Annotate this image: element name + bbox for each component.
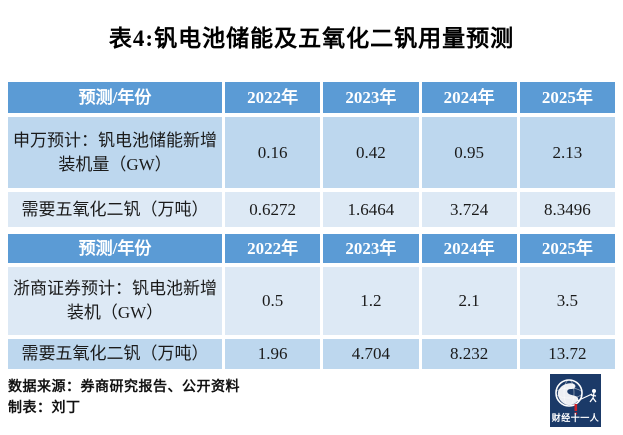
forecast-table-shenwan: 预测/年份 2022年 2023年 2024年 2025年 申万预计：钒电池储能… — [8, 82, 615, 227]
value-cell: 3.724 — [421, 192, 517, 227]
page-title: 表4:钒电池储能及五氧化二钒用量预测 — [108, 26, 515, 51]
row-label: 需要五氧化二钒（万吨） — [8, 339, 222, 369]
column-header: 2023年 — [323, 234, 419, 263]
value-cell: 0.6272 — [225, 192, 321, 227]
data-source-note: 数据来源：券商研究报告、公开资料 — [8, 380, 240, 395]
row-label: 浙商证券预计：钒电池新增装机（GW） — [8, 267, 222, 335]
table-row: 申万预计：钒电池储能新增装机量（GW） 0.16 0.42 0.95 2.13 — [8, 117, 615, 188]
forecast-table-zheshang: 预测/年份 2022年 2023年 2024年 2025年 浙商证券预计：钒电池… — [8, 234, 615, 369]
value-cell: 13.72 — [519, 339, 615, 369]
column-header: 2024年 — [421, 234, 517, 263]
column-header: 2022年 — [225, 82, 321, 113]
column-header: 预测/年份 — [8, 82, 222, 113]
table-row: 需要五氧化二钒（万吨） 0.6272 1.6464 3.724 8.3496 — [8, 192, 615, 227]
value-cell: 1.6464 — [323, 192, 419, 227]
value-cell: 2.1 — [421, 267, 517, 335]
table-header-row: 预测/年份 2022年 2023年 2024年 2025年 — [8, 234, 615, 263]
value-cell: 4.704 — [323, 339, 419, 369]
column-header: 2023年 — [323, 82, 419, 113]
column-header: 2024年 — [421, 82, 517, 113]
column-header: 2025年 — [519, 82, 615, 113]
value-cell: 3.5 — [519, 267, 615, 335]
footer-notes: 数据来源：券商研究报告、公开资料 制表：刘丁 — [8, 374, 240, 419]
column-header: 预测/年份 — [8, 234, 222, 263]
value-cell: 8.3496 — [519, 192, 615, 227]
value-cell: 0.5 — [225, 267, 321, 335]
column-header: 2025年 — [519, 234, 615, 263]
value-cell: 1.96 — [225, 339, 321, 369]
row-label: 申万预计：钒电池储能新增装机量（GW） — [8, 117, 222, 188]
table-header-row: 预测/年份 2022年 2023年 2024年 2025年 — [8, 82, 615, 113]
value-cell: 0.42 — [323, 117, 419, 188]
value-cell: 1.2 — [323, 267, 419, 335]
row-label: 需要五氧化二钒（万吨） — [8, 192, 222, 227]
value-cell: 0.16 — [225, 117, 321, 188]
footer: 数据来源：券商研究报告、公开资料 制表：刘丁 财经十一人 — [8, 374, 615, 427]
caijing-eleven-logo: 财经十一人 — [550, 374, 601, 427]
table-row: 需要五氧化二钒（万吨） 1.96 4.704 8.232 13.72 — [8, 339, 615, 369]
value-cell: 2.13 — [519, 117, 615, 188]
table-row: 浙商证券预计：钒电池新增装机（GW） 0.5 1.2 2.1 3.5 — [8, 267, 615, 335]
column-header: 2022年 — [225, 234, 321, 263]
value-cell: 0.95 — [421, 117, 517, 188]
value-cell: 8.232 — [421, 339, 517, 369]
globe-figure-icon — [555, 379, 597, 415]
author-note: 制表：刘丁 — [8, 401, 81, 416]
logo-wordmark: 财经十一人 — [551, 413, 600, 423]
